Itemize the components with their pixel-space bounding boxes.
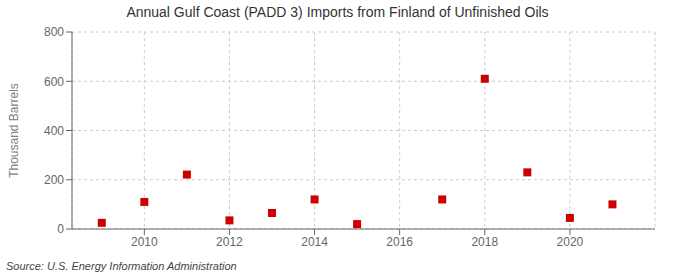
svg-text:600: 600	[44, 75, 64, 89]
svg-text:2014: 2014	[301, 235, 328, 249]
svg-text:Thousand Barrels: Thousand Barrels	[8, 83, 21, 178]
svg-text:2018: 2018	[471, 235, 498, 249]
svg-text:2020: 2020	[557, 235, 584, 249]
svg-text:0: 0	[57, 222, 64, 236]
svg-text:200: 200	[44, 173, 64, 187]
html-text:Source: U.S. Energy Informatio: Source: U.S. Energy Information Administ…	[6, 260, 237, 272]
svg-text:2010: 2010	[131, 235, 158, 249]
svg-text:800: 800	[44, 25, 64, 39]
html-text:Annual Gulf Coast (PADD 3) Imp: Annual Gulf Coast (PADD 3) Imports from …	[126, 4, 549, 20]
svg-text:400: 400	[44, 124, 64, 138]
svg-text:2016: 2016	[386, 235, 413, 249]
svg-text:2012: 2012	[216, 235, 243, 249]
